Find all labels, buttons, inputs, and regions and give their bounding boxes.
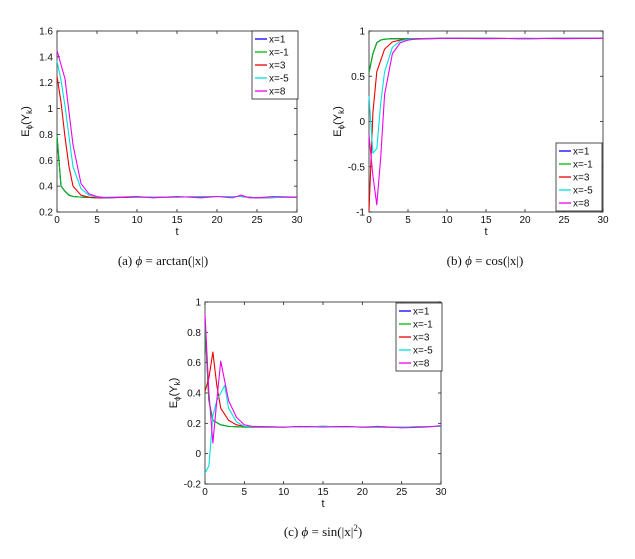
legend-entry: x=3 xyxy=(573,173,590,184)
x-tick-label: 30 xyxy=(291,215,303,226)
legend: x=1 x=-1 x=3 x=-5 x=8 xyxy=(395,302,443,372)
legend-entry: x=8 xyxy=(573,199,590,210)
legend-entry: x=3 xyxy=(269,61,286,72)
x-tick-label: 0 xyxy=(366,215,372,226)
x-tick-label: 10 xyxy=(441,215,453,226)
series-line-5 xyxy=(368,37,604,206)
y-tick-label: 0.4 xyxy=(39,182,53,193)
y-tick-label: -0.5 xyxy=(348,162,366,173)
series-line-5 xyxy=(56,50,298,199)
x-tick-label: 5 xyxy=(94,215,100,226)
y-tick-label: 1 xyxy=(47,104,53,115)
y-tick-label: 1 xyxy=(195,298,201,309)
legend-entry: x=1 xyxy=(573,147,590,158)
legend: x=1 x=-1 x=3 x=-5 x=8 xyxy=(555,142,603,212)
y-axis-label: Eϕ(Yk) xyxy=(20,106,34,137)
x-tick-label: 20 xyxy=(357,487,369,498)
x-tick-label: 0 xyxy=(202,487,208,498)
y-tick-label: 0.8 xyxy=(187,328,201,339)
y-axis-label: Eϕ(Yk) xyxy=(332,106,346,137)
y-tick-label: 1.4 xyxy=(39,52,53,63)
x-axis-label: t xyxy=(175,226,178,238)
y-tick-label: 0.6 xyxy=(39,156,53,167)
legend-entry: x=3 xyxy=(413,333,430,344)
legend-entry: x=1 xyxy=(413,307,430,318)
legend-entry: x=1 xyxy=(269,35,286,46)
series-line-4 xyxy=(56,60,298,199)
legend-entry: x=-1 xyxy=(573,160,593,171)
y-tick-label: 0 xyxy=(359,117,365,128)
y-tick-label: 1.2 xyxy=(39,78,53,89)
chart-caption: (a) ϕ = arctan(|x|) xyxy=(118,253,208,268)
legend-entry: x=8 xyxy=(269,87,286,98)
x-tick-label: 5 xyxy=(242,487,248,498)
y-tick-label: 0.6 xyxy=(187,358,201,369)
series-line-5 xyxy=(204,314,442,444)
x-tick-label: 30 xyxy=(597,215,609,226)
legend-entry: x=-5 xyxy=(269,74,289,85)
x-tick-label: 15 xyxy=(171,215,183,226)
x-tick-label: 25 xyxy=(396,487,408,498)
y-tick-label: 0.2 xyxy=(187,419,201,430)
y-tick-label: -1 xyxy=(356,208,365,219)
chart-caption: (c) ϕ = sin(|x|2) xyxy=(284,523,362,539)
y-tick-label: 0.4 xyxy=(187,389,201,400)
x-tick-label: 0 xyxy=(54,215,60,226)
y-tick-label: 1 xyxy=(359,27,365,38)
legend-entry: x=-1 xyxy=(269,48,289,59)
y-axis-label: Eϕ(Yk) xyxy=(168,378,182,409)
legend-entry: x=-1 xyxy=(413,320,433,331)
legend: x=1 x=-1 x=3 x=-5 x=8 xyxy=(251,30,299,100)
x-tick-label: 20 xyxy=(211,215,223,226)
chart-caption: (b) ϕ = cos(|x|) xyxy=(447,253,524,268)
x-axis-label: t xyxy=(484,226,487,238)
x-tick-label: 5 xyxy=(405,215,411,226)
y-tick-label: 0.8 xyxy=(39,130,53,141)
x-tick-label: 15 xyxy=(317,487,329,498)
x-tick-label: 10 xyxy=(131,215,143,226)
x-axis-label: t xyxy=(321,498,324,510)
x-tick-label: 15 xyxy=(480,215,492,226)
x-tick-label: 25 xyxy=(558,215,570,226)
y-tick-label: 0.2 xyxy=(39,208,53,219)
y-tick-label: -0.2 xyxy=(184,480,202,491)
y-tick-label: 0 xyxy=(195,449,201,460)
y-tick-label: 0.5 xyxy=(351,72,365,83)
chart-1: 0 5 10 15 20 25 30 0.2 0.4 0.6 0.8 1 1.2 1.4 1.6 t Eϕ(Yk… xyxy=(20,27,303,269)
legend-entry: x=-5 xyxy=(573,186,593,197)
x-tick-label: 25 xyxy=(251,215,263,226)
chart-2: 0 5 10 15 20 25 30 -1 -0.5 0 0.5 1 t Eϕ(Yk) x=1 x=-1 x=3… xyxy=(332,27,609,269)
legend-entry: x=-5 xyxy=(413,346,433,357)
chart-3: 0 5 10 15 20 25 30-0.200.20.40.60.81tEϕ(Yk)x=1… xyxy=(168,298,447,540)
x-tick-label: 30 xyxy=(435,487,447,498)
x-tick-label: 20 xyxy=(519,215,531,226)
y-tick-label: 1.6 xyxy=(39,27,53,38)
legend-entry: x=8 xyxy=(413,359,430,370)
x-tick-label: 10 xyxy=(278,487,290,498)
